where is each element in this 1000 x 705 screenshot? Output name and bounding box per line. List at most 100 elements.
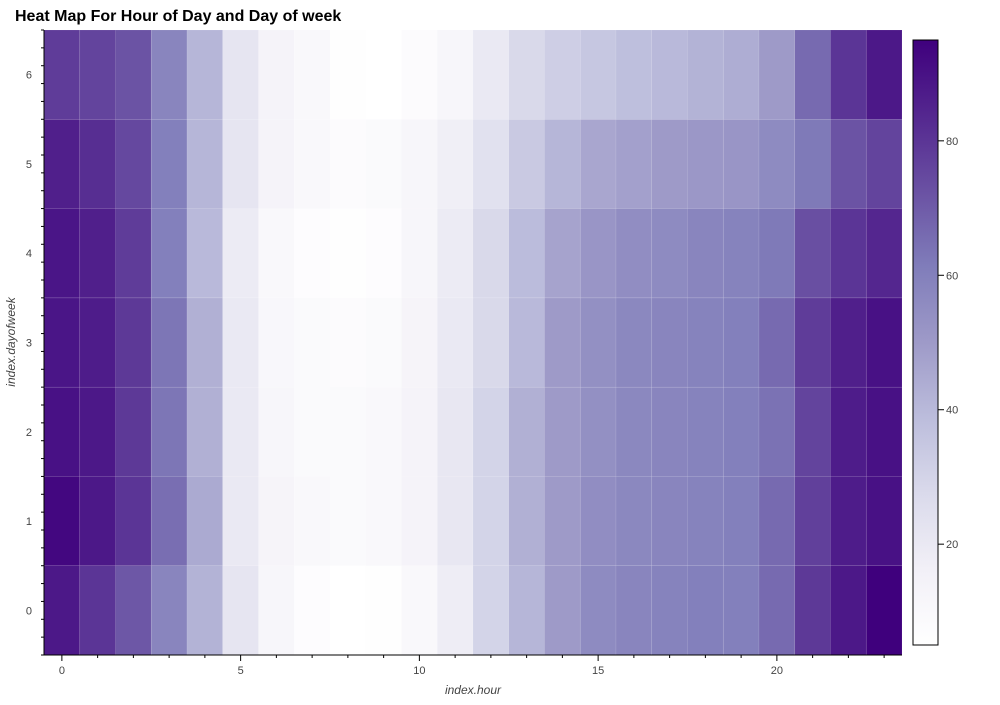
heatmap-cell <box>794 29 831 120</box>
heatmap-cell <box>687 565 724 656</box>
heatmap-cell <box>472 297 510 388</box>
heatmap-cell <box>365 565 402 656</box>
heatmap-cell <box>544 208 581 299</box>
heatmap-cell <box>830 29 867 120</box>
heatmap-cell <box>865 565 903 656</box>
heatmap-cell <box>365 29 402 120</box>
heatmap-cell <box>43 297 81 388</box>
heatmap-cell <box>472 208 510 299</box>
colorbar-tick-label: 80 <box>946 136 958 148</box>
x-axis: 0 5 10 15 20 <box>44 654 902 677</box>
heatmap-cell <box>830 476 867 567</box>
y-tick-label: 3 <box>26 338 32 350</box>
heatmap-cell <box>722 118 760 209</box>
heatmap-cell <box>186 297 224 388</box>
heatmap-cell <box>329 476 367 567</box>
x-tick-label: 10 <box>413 665 425 677</box>
colorbar-tick-label: 40 <box>946 405 958 417</box>
heatmap-cell <box>365 476 402 567</box>
heatmap-cell <box>651 208 688 299</box>
heatmap-cell <box>150 118 188 209</box>
heatmap-cell <box>401 29 438 120</box>
heatmap-cell <box>579 29 617 120</box>
x-tick-label: 15 <box>592 665 604 677</box>
heatmap-cell <box>293 208 331 299</box>
heatmap-cell <box>472 118 510 209</box>
heatmap-cell <box>79 386 116 477</box>
heatmap-cell <box>222 29 259 120</box>
heatmap-cell <box>579 297 617 388</box>
heatmap-cell <box>579 565 617 656</box>
heatmap-cell <box>687 297 724 388</box>
heatmap-cell <box>615 386 653 477</box>
x-tick-label: 5 <box>238 665 244 677</box>
heatmap-cell <box>293 565 331 656</box>
heatmap-cell <box>258 208 295 299</box>
heatmap-cell <box>794 386 831 477</box>
heatmap-cell <box>436 386 474 477</box>
heatmap-cell <box>150 29 188 120</box>
heatmap-cell <box>615 565 653 656</box>
heatmap-cell <box>544 386 581 477</box>
heatmap-cell <box>329 208 367 299</box>
heatmap-cell <box>794 297 831 388</box>
heatmap-cell <box>579 386 617 477</box>
heatmap-cell <box>186 476 224 567</box>
heatmap-cell <box>615 297 653 388</box>
heatmap-cell <box>401 476 438 567</box>
heatmap-cell <box>186 208 224 299</box>
heatmap-cell <box>43 29 81 120</box>
heatmap-cell <box>436 476 474 567</box>
heatmap-cell <box>722 297 760 388</box>
heatmap-cell <box>544 29 581 120</box>
heatmap-cell <box>651 565 688 656</box>
heatmap-cell <box>651 297 688 388</box>
heatmap-cell <box>258 386 295 477</box>
heatmap-cell <box>758 476 796 567</box>
y-tick-label: 1 <box>26 516 32 528</box>
heatmap-cell <box>865 208 903 299</box>
heatmap-cell <box>865 29 903 120</box>
y-axis: 0 1 2 3 4 5 6 <box>26 29 45 656</box>
heatmap-cell <box>830 208 867 299</box>
heatmap-cell <box>222 386 259 477</box>
heatmap-cell <box>79 297 116 388</box>
heatmap-cell <box>150 297 188 388</box>
heatmap-cell <box>722 476 760 567</box>
heatmap-cell <box>436 565 474 656</box>
heatmap-cell <box>115 476 152 567</box>
heatmap-cell <box>401 386 438 477</box>
heatmap-cell <box>115 297 152 388</box>
colorbar-tick-label: 60 <box>946 270 958 282</box>
heatmap-cell <box>365 297 402 388</box>
heatmap-cell <box>651 118 688 209</box>
heatmap-cell <box>258 29 295 120</box>
heatmap-cell <box>687 386 724 477</box>
heatmap-cell <box>43 476 81 567</box>
colorbar: 20 40 60 80 <box>912 39 958 646</box>
heatmap-cell <box>222 297 259 388</box>
heatmap-cells <box>43 29 903 656</box>
heatmap-cell <box>794 208 831 299</box>
heatmap-cell <box>758 118 796 209</box>
heatmap-cell <box>258 565 295 656</box>
colorbar-gradient <box>912 39 939 646</box>
heatmap-cell <box>615 208 653 299</box>
heatmap-cell <box>258 118 295 209</box>
heatmap-cell <box>687 208 724 299</box>
heatmap-cell <box>615 476 653 567</box>
heatmap-cell <box>508 297 545 388</box>
heatmap-cell <box>794 118 831 209</box>
heatmap-cell <box>758 565 796 656</box>
heatmap-cell <box>651 476 688 567</box>
heatmap-cell <box>472 476 510 567</box>
heatmap-cell <box>222 208 259 299</box>
heatmap-cell <box>651 386 688 477</box>
heatmap-cell <box>222 476 259 567</box>
heatmap-cell <box>544 476 581 567</box>
x-tick-label: 20 <box>771 665 783 677</box>
heatmap-cell <box>115 565 152 656</box>
heatmap-cell <box>508 386 545 477</box>
heatmap-cell <box>865 297 903 388</box>
